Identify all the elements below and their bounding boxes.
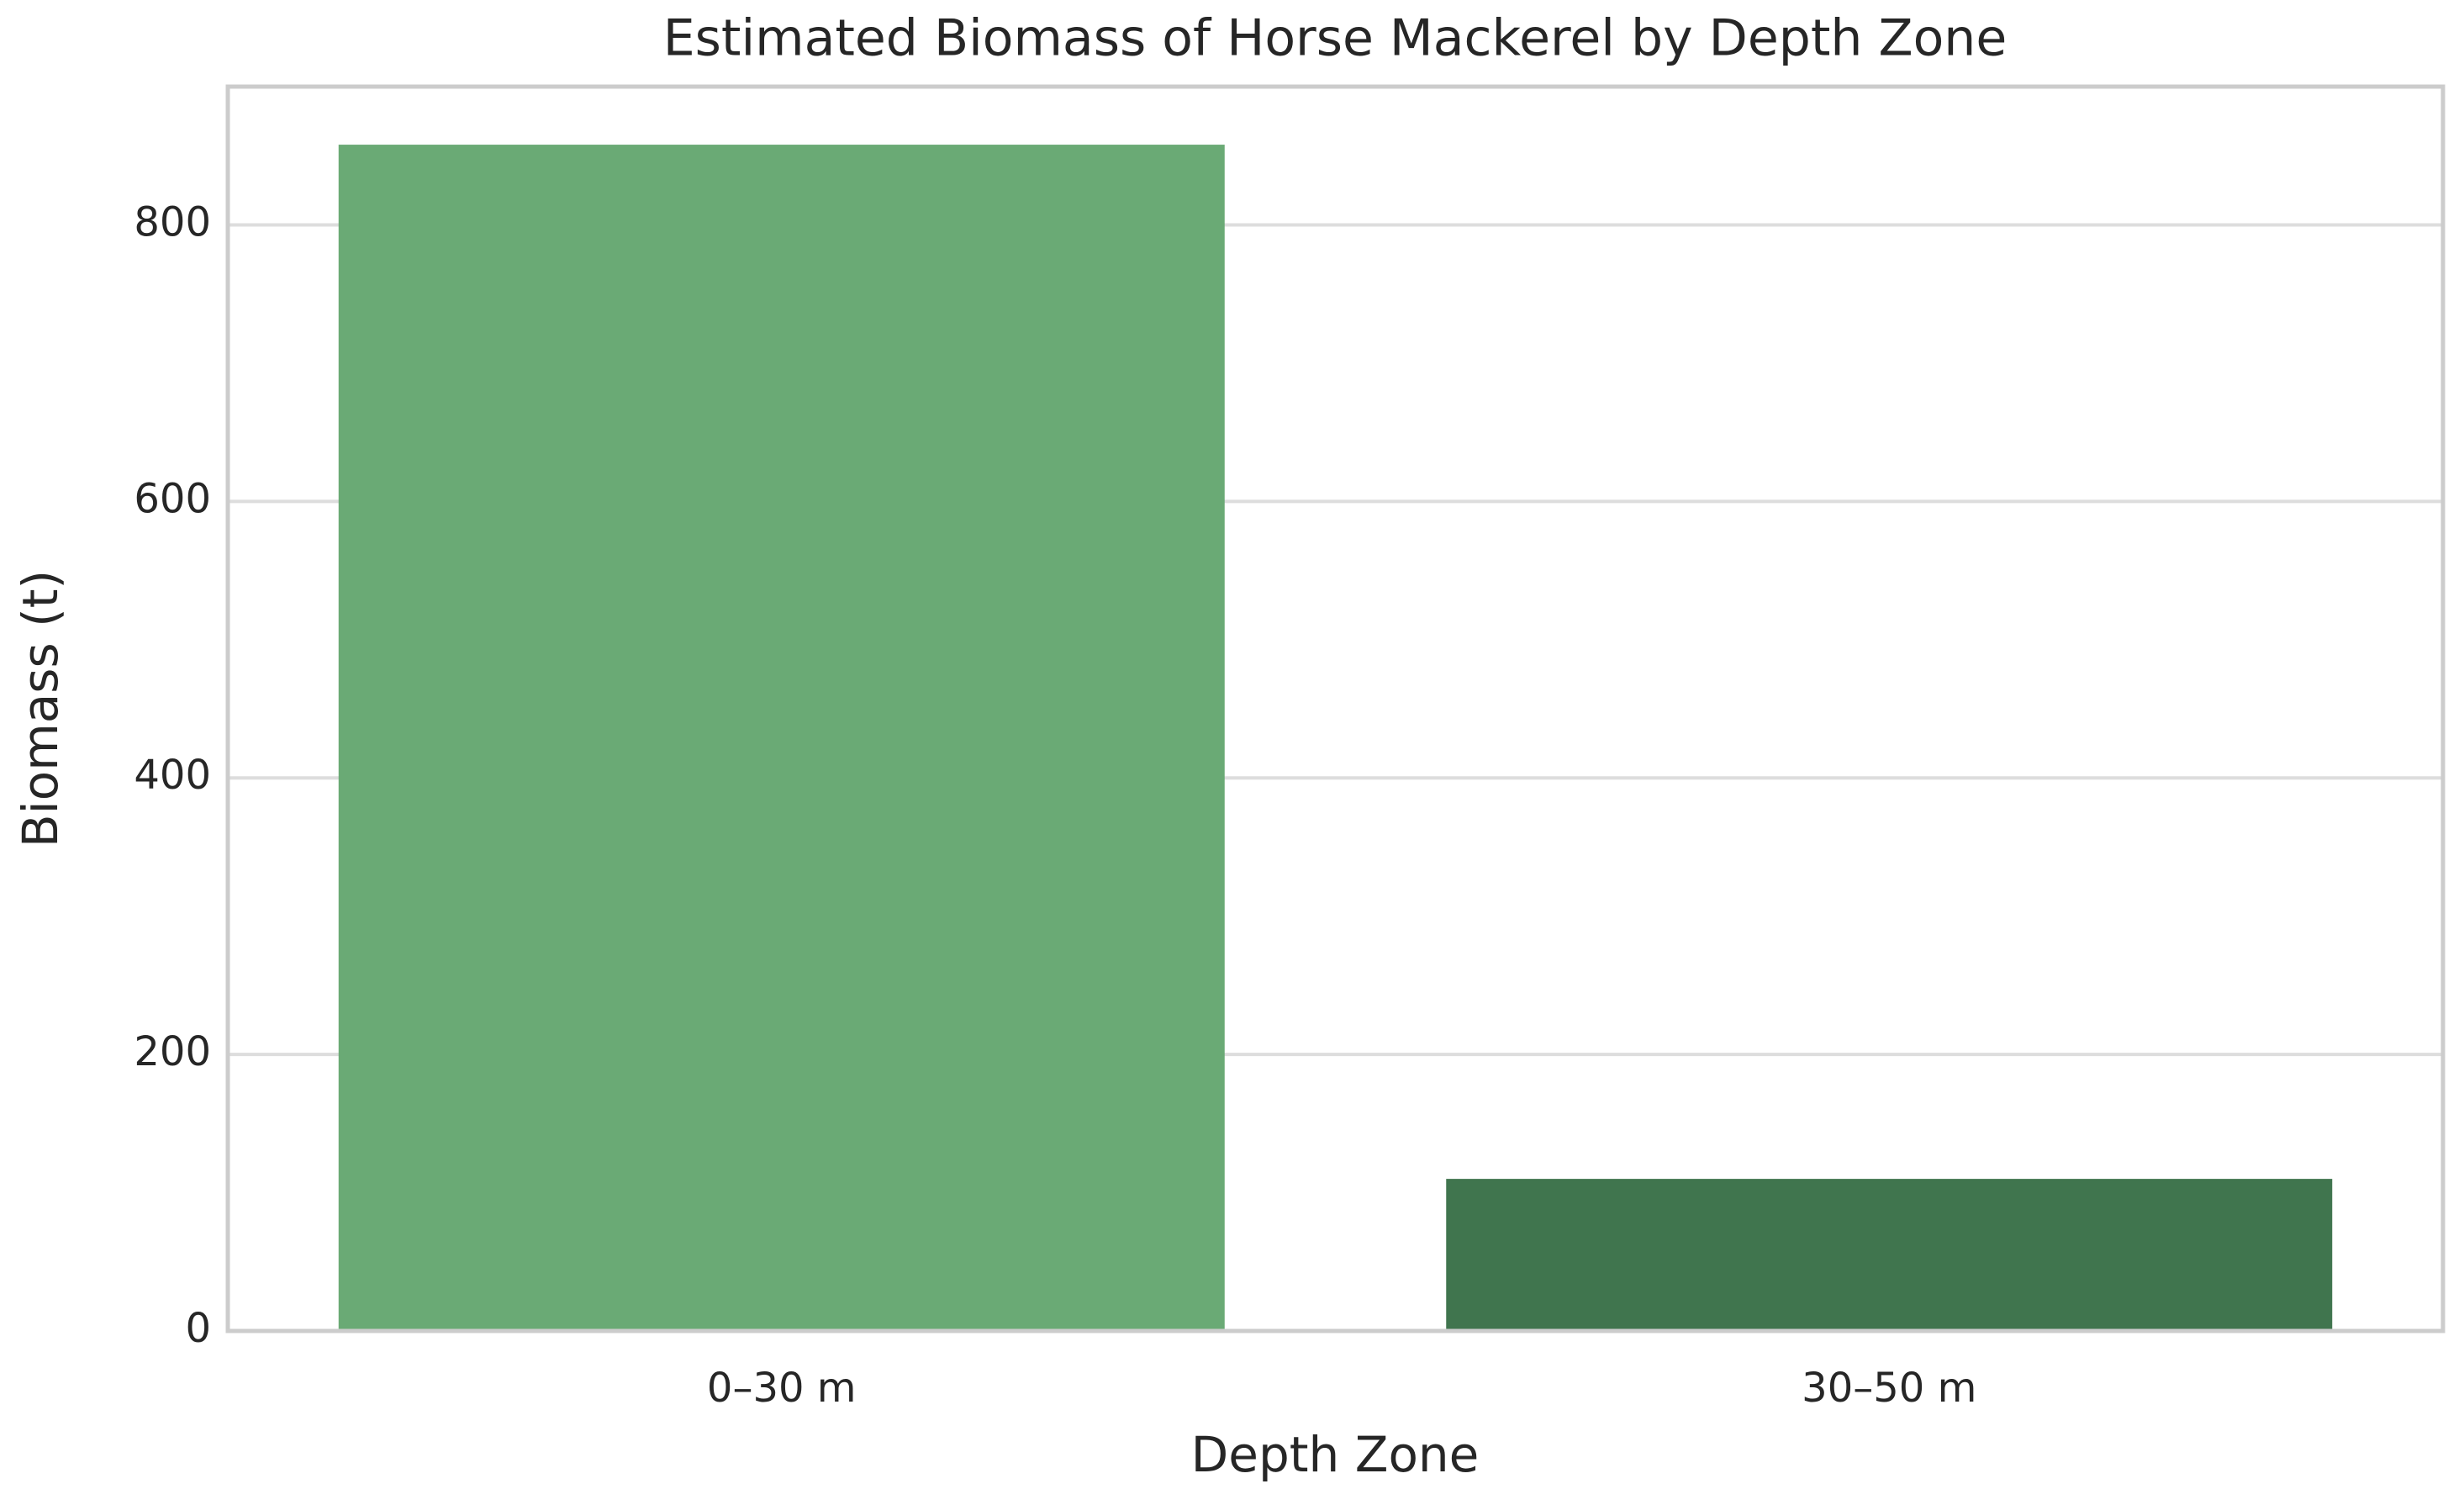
x-tick-label: 0–30 m <box>707 1365 857 1412</box>
y-axis-label: Biomass (t) <box>12 570 69 848</box>
plot-frame <box>225 84 2446 1333</box>
y-tick-label: 800 <box>134 198 211 246</box>
bar <box>1446 1179 2333 1331</box>
chart-title: Estimated Biomass of Horse Mackerel by D… <box>663 9 2007 68</box>
y-tick-label: 400 <box>134 752 211 799</box>
y-tick-label: 600 <box>134 475 211 522</box>
y-tick-label: 200 <box>134 1028 211 1075</box>
bar <box>338 145 1225 1332</box>
y-tick-label: 0 <box>185 1305 211 1352</box>
bars <box>338 145 2333 1332</box>
x-tick-label: 30–50 m <box>1802 1365 1976 1412</box>
x-axis-label: Depth Zone <box>1191 1426 1480 1483</box>
